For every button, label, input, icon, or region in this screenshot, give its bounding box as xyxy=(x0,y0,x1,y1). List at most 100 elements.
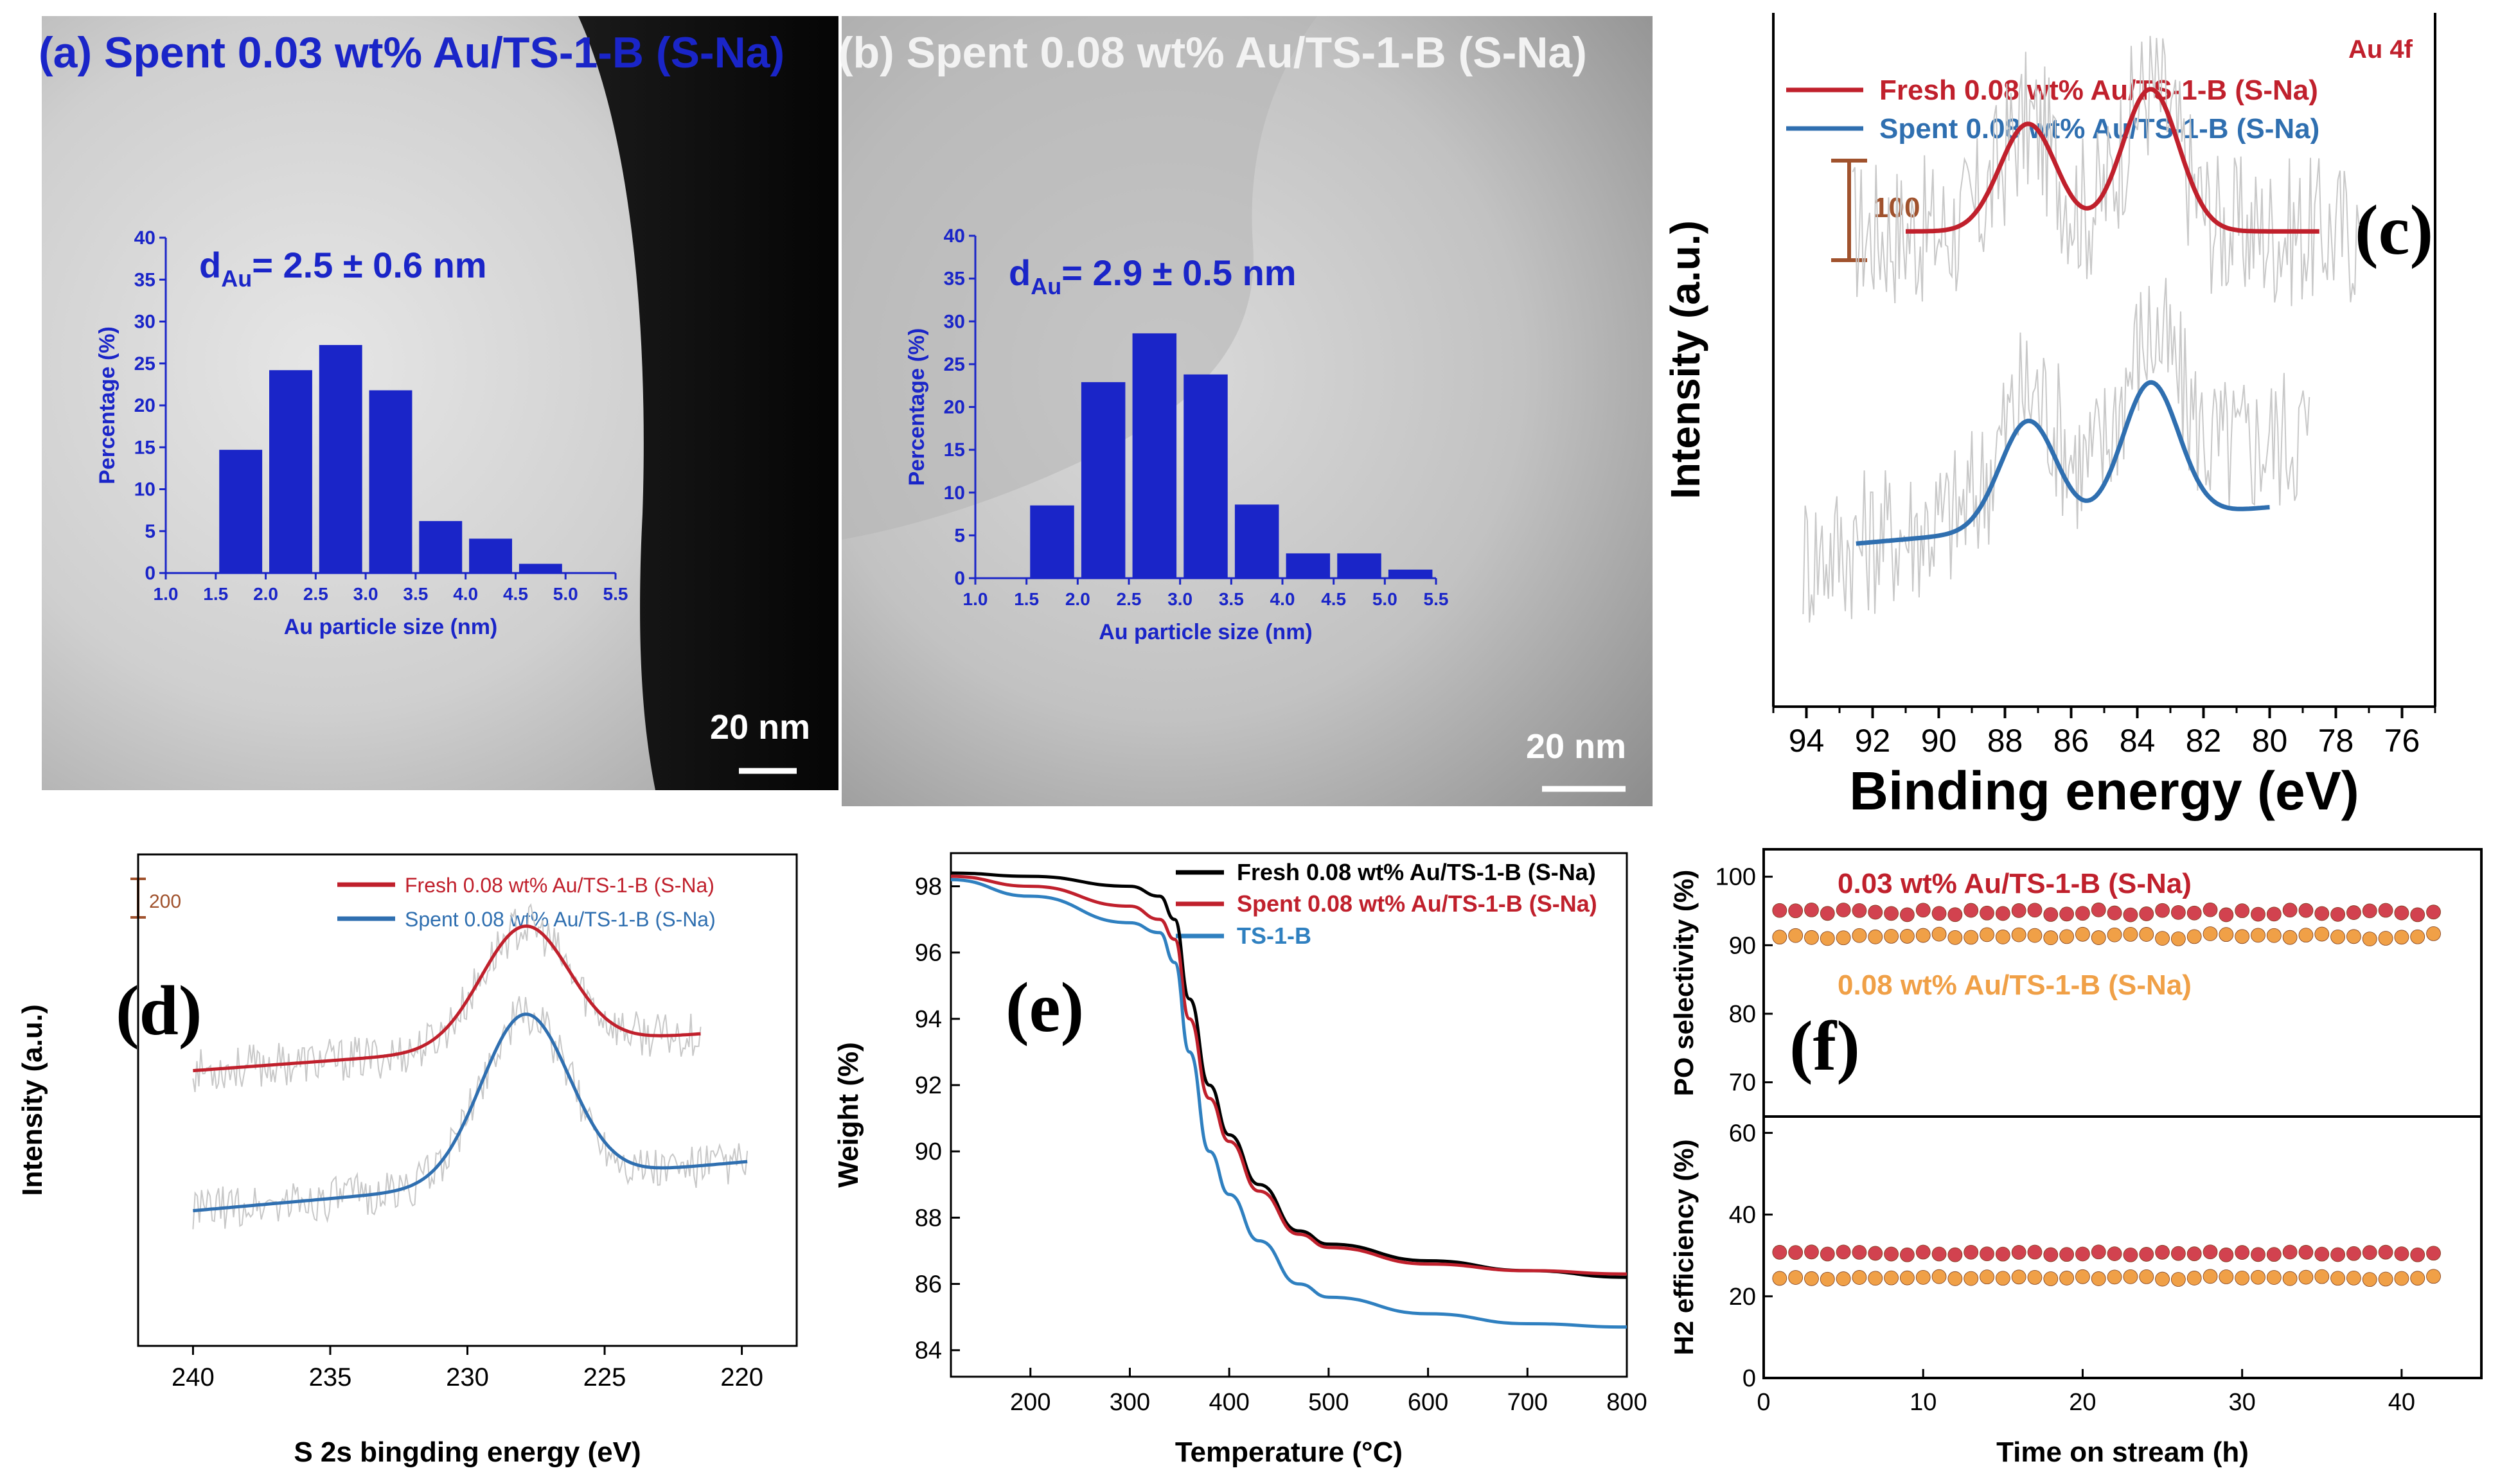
y-tick-label: 30 xyxy=(944,311,965,332)
histogram-bar xyxy=(1030,505,1074,578)
y-tick-label: 90 xyxy=(915,1138,942,1165)
h2-efficiency-point xyxy=(2251,1247,2265,1262)
h2-efficiency-point xyxy=(1964,1244,1979,1260)
histogram-bar xyxy=(1184,374,1228,578)
raw-spectrum-1 xyxy=(192,996,749,1230)
panel-a: (a) Spent 0.03 wt% Au/TS-1-B (S-Na) 20 n… xyxy=(39,16,838,790)
x-tick-label: 80 xyxy=(2252,723,2288,759)
y-axis-label: Intensity (a.u.) xyxy=(1662,220,1708,499)
x-tick-label: 94 xyxy=(1789,723,1825,759)
h2-efficiency-point xyxy=(2426,1246,2441,1261)
histogram-bar xyxy=(1234,504,1279,578)
selectivity-point xyxy=(2075,926,2090,942)
legend-e-spent: Spent 0.08 wt% Au/TS-1-B (S-Na) xyxy=(1237,890,1597,917)
h2-efficiency-point xyxy=(2394,1246,2409,1261)
panel-b-title: (b) Spent 0.08 wt% Au/TS-1-B (S-Na) xyxy=(838,28,1587,77)
histogram-bar xyxy=(469,538,512,573)
h2-efficiency-point xyxy=(2362,1245,2377,1260)
selectivity-point xyxy=(2426,905,2441,920)
selectivity-point xyxy=(2314,926,2330,942)
y-tick-label: 10 xyxy=(944,482,965,504)
x-axis-label: Temperature (°C) xyxy=(1175,1436,1403,1468)
selectivity-point xyxy=(2330,906,2346,922)
panel-c-letter: (c) xyxy=(2355,191,2433,269)
selectivity-point xyxy=(2282,930,2298,945)
selectivity-point xyxy=(2107,905,2122,921)
selectivity-point xyxy=(1884,929,1899,944)
panel-d-letter: (d) xyxy=(116,971,202,1050)
selectivity-point xyxy=(2298,903,2314,918)
y-tick-label: 20 xyxy=(944,397,965,418)
selectivity-point xyxy=(2186,905,2202,921)
h2-efficiency-point xyxy=(1788,1245,1804,1260)
h2-efficiency-point xyxy=(2186,1271,2202,1285)
y-tick-label-top: 80 xyxy=(1729,1001,1756,1028)
legend-c-fresh: Fresh 0.08 wt% Au/TS-1-B (S-Na) xyxy=(1879,75,2318,106)
x-tick-label: 0 xyxy=(1757,1389,1770,1416)
selectivity-point xyxy=(1772,930,1787,945)
scale-bar-label-a: 20 nm xyxy=(710,708,810,746)
x-tick-label: 200 xyxy=(1010,1389,1051,1416)
fit-curve-1 xyxy=(193,1012,748,1213)
selectivity-point xyxy=(2394,930,2409,945)
x-tick-label: 86 xyxy=(2053,723,2089,759)
y-axis-label: Percentage (%) xyxy=(95,326,120,484)
x-tick-label: 1.0 xyxy=(154,584,179,604)
h2-efficiency-point xyxy=(2075,1246,2090,1262)
h2-efficiency-point xyxy=(1980,1246,1994,1262)
selectivity-point xyxy=(2378,903,2393,918)
selectivity-point xyxy=(2139,927,2154,942)
selectivity-point xyxy=(1980,927,1994,942)
h2-efficiency-point xyxy=(2266,1270,2282,1285)
y-tick-label: 15 xyxy=(134,437,155,458)
histogram-bar xyxy=(1132,333,1177,578)
y-tick-label-bottom: 0 xyxy=(1742,1365,1756,1392)
selectivity-point xyxy=(2410,929,2425,944)
selectivity-point xyxy=(2091,930,2106,945)
x-axis-label: Au particle size (nm) xyxy=(1099,620,1313,644)
h2-efficiency-point xyxy=(2314,1246,2330,1262)
histogram-b: 1.0 1.5 2.0 2.5 3.0 3.5 4.0 4.5 5.0 5.5 0 5 10 15 20 25… xyxy=(905,225,1448,644)
h2-efficiency-point xyxy=(1995,1246,2010,1262)
x-tick-label: 82 xyxy=(2186,723,2222,759)
y-tick-label: 5 xyxy=(145,521,155,542)
h2-efficiency-point xyxy=(1820,1271,1835,1287)
h2-efficiency-point xyxy=(2330,1271,2346,1286)
selectivity-point xyxy=(1804,902,1819,917)
histogram-bar xyxy=(1388,569,1433,578)
micrograph-b-shade xyxy=(842,16,1317,540)
selectivity-point xyxy=(2011,927,2026,942)
selectivity-point xyxy=(1995,906,2010,921)
h2-efficiency-point xyxy=(1884,1246,1899,1262)
h2-efficiency-point xyxy=(2059,1271,2075,1285)
x-tick-label: 40 xyxy=(2388,1389,2415,1416)
h2-efficiency-point xyxy=(2235,1271,2250,1285)
x-tick-label: 4.0 xyxy=(453,584,478,604)
selectivity-point xyxy=(1931,926,1947,942)
x-tick-label: 1.0 xyxy=(963,589,988,609)
y-tick-label: 0 xyxy=(954,568,965,589)
x-tick-label: 84 xyxy=(2120,723,2156,759)
selectivity-point xyxy=(2059,906,2075,922)
h2-efficiency-point xyxy=(1931,1269,1947,1284)
h2-efficiency-point xyxy=(2107,1269,2122,1285)
x-tick-label: 5.0 xyxy=(553,584,578,604)
selectivity-point xyxy=(2251,928,2265,943)
selectivity-point xyxy=(2378,931,2393,946)
plot-frame xyxy=(1762,848,2483,1379)
x-tick-label: 5.0 xyxy=(1372,589,1397,609)
selectivity-point xyxy=(2139,906,2154,921)
x-tick-label: 3.0 xyxy=(353,584,378,604)
panel-e: Fresh 0.08 wt% Au/TS-1-B (S-Na) Spent 0.… xyxy=(833,852,1647,1468)
selectivity-point xyxy=(1868,929,1883,944)
selectivity-point xyxy=(1820,906,1835,921)
h2-efficiency-point xyxy=(1868,1246,1883,1261)
h2-efficiency-point xyxy=(2170,1272,2186,1287)
selectivity-point xyxy=(2362,903,2377,919)
h2-efficiency-point xyxy=(2426,1269,2441,1284)
x-tick-label: 1.5 xyxy=(1014,589,1039,609)
y-tick-label: 92 xyxy=(915,1072,942,1099)
y-tick-label: 25 xyxy=(134,353,155,375)
x-tick-label: 235 xyxy=(309,1363,352,1391)
selectivity-point xyxy=(1915,928,1931,943)
